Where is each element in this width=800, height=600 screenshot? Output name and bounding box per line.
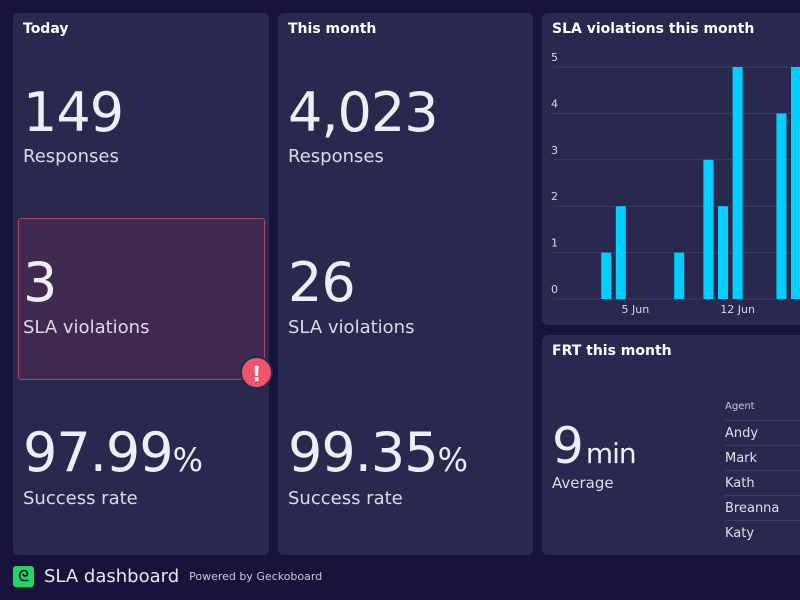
bar [674,252,685,299]
frt-title: FRT this month [552,343,672,359]
y-tick-label: 3 [551,144,558,157]
alert-icon: ! [240,356,273,389]
today-success: 97.99% [23,421,203,484]
today-violations: 3 [23,251,57,314]
month-responses: 4,023 [288,81,439,144]
month-card: This month 4,023 Responses 26 SLA violat… [278,13,533,555]
today-title: Today [23,21,69,37]
x-tick-label: 5 Jun [622,303,650,316]
table-row: Kath [725,471,800,496]
bar [732,67,743,299]
table-row: Breanna [725,496,800,521]
sla-violations-chart: 0 1 2 3 4 5 5 Jun 12 Jun [551,51,800,316]
table-row: Andy [725,421,800,446]
frt-average-label: Average [552,474,614,492]
bar [615,206,626,299]
y-tick-label: 1 [551,237,558,250]
frt-average: 9 min [552,417,637,475]
y-tick-label: 0 [551,283,558,296]
chart-title: SLA violations this month [552,21,755,37]
dashboard-title: SLA dashboard [44,566,180,587]
x-tick-label: 12 Jun [720,303,755,316]
today-responses-label: Responses [23,146,119,167]
agent-table: Agent Andy Mark Kath Breanna Katy [725,401,800,546]
today-success-label: Success rate [23,488,138,509]
geckoboard-logo-icon: ᘓ [13,566,34,587]
bar [703,159,714,299]
agent-column-header: Agent [725,401,800,421]
bar [601,252,612,299]
sla-chart-card: SLA violations this month 0 1 2 3 4 5 5 Jun 12 … [542,13,800,325]
y-tick-label: 4 [551,97,558,110]
month-success: 99.35% [288,421,468,484]
table-row: Katy [725,526,755,541]
table-row: Mark [725,446,800,471]
today-violations-label: SLA violations [23,317,150,338]
today-card: Today 149 Responses 3 SLA violations ! 9… [13,13,273,555]
y-tick-label: 5 [551,51,558,64]
month-violations: 26 [288,251,356,314]
month-responses-label: Responses [288,146,384,167]
footer: ᘓ SLA dashboard Powered by Geckoboard [13,566,322,587]
month-success-label: Success rate [288,488,403,509]
month-violations-label: SLA violations [288,317,415,338]
bar [718,206,728,299]
today-responses: 149 [23,81,124,144]
y-tick-label: 2 [551,190,558,203]
bar [791,67,800,299]
violation-alert-highlight [18,218,265,380]
frt-card: FRT this month 9 min Average Agent Andy M… [542,335,800,555]
powered-by: Powered by Geckoboard [189,570,323,583]
bar [776,113,787,300]
month-title: This month [288,21,377,37]
